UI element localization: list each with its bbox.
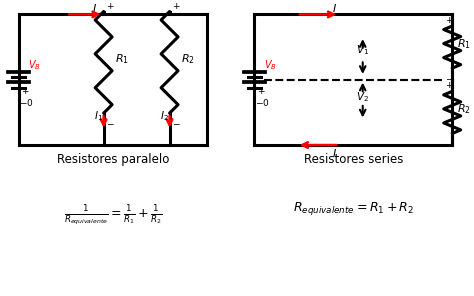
Text: $-$: $-$ <box>172 118 181 127</box>
Text: $V_B$: $V_B$ <box>28 58 41 72</box>
Text: $I$: $I$ <box>92 1 97 14</box>
Text: $+$: $+$ <box>445 15 454 25</box>
Text: $I$: $I$ <box>332 147 337 159</box>
Text: $R_2$: $R_2$ <box>182 52 195 66</box>
Text: $R_{equivalente} = R_1 + R_2$: $R_{equivalente} = R_1 + R_2$ <box>292 200 414 218</box>
Text: $+$: $+$ <box>257 86 265 96</box>
Text: $V_2$: $V_2$ <box>356 90 369 104</box>
Text: $-0$: $-0$ <box>19 97 34 108</box>
Text: $+$: $+$ <box>21 86 30 96</box>
Text: $R_1$: $R_1$ <box>457 37 471 51</box>
Text: $+$: $+$ <box>106 1 115 11</box>
Text: $+$: $+$ <box>172 1 181 11</box>
Text: $R_1$: $R_1$ <box>115 52 129 66</box>
Text: Resistores paralelo: Resistores paralelo <box>57 153 169 166</box>
Text: $\frac{1}{R_{equivalente}} = \frac{1}{R_1} + \frac{1}{R_2}$: $\frac{1}{R_{equivalente}} = \frac{1}{R_… <box>64 203 163 227</box>
Text: $+$: $+$ <box>445 81 454 91</box>
Text: $I_1$: $I_1$ <box>94 109 103 123</box>
Text: $R_2$: $R_2$ <box>457 102 471 116</box>
Text: $-$: $-$ <box>445 138 454 147</box>
Text: $I$: $I$ <box>332 1 337 14</box>
Text: $-$: $-$ <box>445 73 454 82</box>
Text: $I_2$: $I_2$ <box>160 109 169 123</box>
Text: Resistores series: Resistores series <box>304 153 403 166</box>
Text: $-0$: $-0$ <box>255 97 270 108</box>
Text: $-$: $-$ <box>106 118 115 127</box>
Text: $V_B$: $V_B$ <box>264 58 277 72</box>
Text: $V_1$: $V_1$ <box>356 44 369 57</box>
